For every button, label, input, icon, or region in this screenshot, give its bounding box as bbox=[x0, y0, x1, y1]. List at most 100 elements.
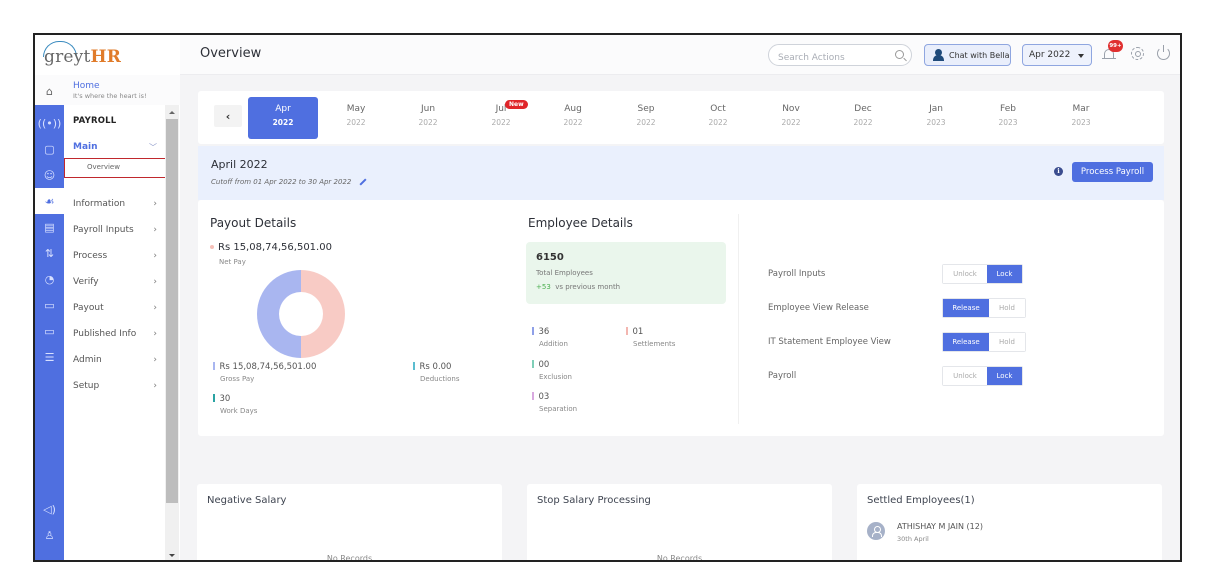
year-label: 2023 bbox=[1071, 118, 1091, 127]
lock-button[interactable]: Lock bbox=[987, 367, 1022, 385]
search-icon[interactable] bbox=[895, 50, 904, 59]
hand-money-icon[interactable]: ☙ bbox=[35, 188, 64, 214]
month-sep-2022[interactable]: Sep 2022 bbox=[611, 97, 681, 139]
work-days-label: Work Days bbox=[220, 407, 258, 415]
scroll-thumb[interactable] bbox=[166, 119, 178, 503]
sidebar-item-payroll-inputs[interactable]: Payroll Inputs › bbox=[73, 225, 157, 235]
lock-button[interactable]: Lock bbox=[987, 265, 1022, 283]
chevron-right-icon: › bbox=[153, 199, 157, 209]
clipboard-icon[interactable]: ▢ bbox=[44, 142, 55, 156]
year-label: 2022 bbox=[272, 118, 294, 127]
settled-employees-panel: Settled Employees(1) ATHISHAY M JAIN (12… bbox=[857, 484, 1162, 560]
home-icon[interactable]: ⌂ bbox=[46, 84, 53, 98]
month-oct-2022[interactable]: Oct 2022 bbox=[683, 97, 753, 139]
release-button[interactable]: Release bbox=[943, 333, 989, 351]
power-icon[interactable] bbox=[1157, 45, 1170, 60]
exclusion-stat: 00 Exclusion bbox=[532, 360, 572, 381]
month-jan-2023[interactable]: Jan 2023 bbox=[901, 97, 971, 139]
net-pay-value: Rs 15,08,74,56,501.00 bbox=[218, 242, 332, 253]
month-dec-2022[interactable]: Dec 2022 bbox=[828, 97, 898, 139]
sidebar-home-link[interactable]: Home It's where the heart is! bbox=[73, 81, 147, 100]
employee-name[interactable]: ATHISHAY M JAIN (12) bbox=[897, 522, 983, 531]
sidebar-scrollbar[interactable] bbox=[165, 105, 179, 560]
sidebar-item-overview[interactable]: Overview bbox=[64, 158, 166, 178]
info-icon[interactable]: i bbox=[1054, 167, 1063, 176]
chevron-right-icon: › bbox=[153, 329, 157, 339]
release-button[interactable]: Release bbox=[943, 299, 989, 317]
sidebar-item-process[interactable]: Process › bbox=[73, 251, 157, 261]
user-icon[interactable]: ♙ bbox=[44, 528, 55, 542]
process-payroll-button[interactable]: Process Payroll bbox=[1072, 162, 1153, 182]
month-aug-2022[interactable]: Aug 2022 bbox=[538, 97, 608, 139]
search-input[interactable] bbox=[778, 48, 888, 68]
employee-view-release-toggle[interactable]: Release Hold bbox=[942, 298, 1026, 318]
settlements-value: 01 bbox=[632, 327, 644, 337]
deductions-label: Deductions bbox=[420, 375, 460, 383]
empty-state: No Records bbox=[326, 554, 373, 562]
details-card: Payout Details Rs 15,08,74,56,501.00 Net… bbox=[198, 200, 1164, 436]
month-mar-2023[interactable]: Mar 2023 bbox=[1046, 97, 1116, 139]
sidebar-item-payout[interactable]: Payout › bbox=[73, 303, 157, 313]
sidebar-item-main[interactable]: Main ﹀ bbox=[73, 142, 157, 152]
month-label: Jun bbox=[420, 104, 436, 114]
month-apr-2022[interactable]: Apr 2022 bbox=[248, 97, 318, 139]
year-label: 2022 bbox=[346, 118, 366, 127]
month-jul-2022[interactable]: Jul 2022 New bbox=[466, 97, 536, 139]
toggle-row-it-statement: IT Statement Employee View Release Hold bbox=[768, 332, 1028, 352]
chat-with-bella-button[interactable]: Chat with Bella bbox=[924, 44, 1011, 66]
prev-month-button[interactable]: ‹ bbox=[214, 105, 242, 127]
sidebar-item-information[interactable]: Information › bbox=[73, 199, 157, 209]
payout-donut-chart bbox=[257, 270, 345, 358]
month-may-2022[interactable]: May 2022 bbox=[321, 97, 391, 139]
year-label: 2022 bbox=[853, 118, 873, 127]
monitor-icon[interactable]: ▭ bbox=[44, 324, 55, 338]
sidebar-item-published-info[interactable]: Published Info › bbox=[73, 329, 157, 339]
item-label: Process bbox=[73, 251, 108, 261]
section-title: PAYROLL bbox=[73, 116, 117, 126]
work-days-stat: 30 Work Days bbox=[213, 394, 257, 415]
year-label: 2022 bbox=[563, 118, 583, 127]
item-label: Verify bbox=[73, 277, 99, 287]
exclusion-label: Exclusion bbox=[539, 373, 572, 381]
payroll-inputs-toggle[interactable]: Unlock Lock bbox=[942, 264, 1023, 284]
search-box[interactable] bbox=[768, 44, 912, 68]
unlock-button[interactable]: Unlock bbox=[943, 367, 987, 385]
sidebar-item-verify[interactable]: Verify › bbox=[73, 277, 157, 287]
item-label: Payout bbox=[73, 303, 104, 313]
payroll-lock-toggle[interactable]: Unlock Lock bbox=[942, 366, 1023, 386]
period-select[interactable]: Apr 2022 bbox=[1022, 44, 1092, 66]
document-icon[interactable]: ☰ bbox=[44, 350, 55, 364]
wallet-icon[interactable]: ▭ bbox=[44, 298, 55, 312]
month-nov-2022[interactable]: Nov 2022 bbox=[756, 97, 826, 139]
total-employees-label: Total Employees bbox=[536, 269, 593, 277]
addition-stat: 36 Addition bbox=[532, 327, 568, 348]
payroll-broadcast-icon[interactable]: ((•)) bbox=[37, 116, 62, 130]
it-statement-view-toggle[interactable]: Release Hold bbox=[942, 332, 1026, 352]
scroll-up-arrow-icon[interactable] bbox=[169, 111, 175, 114]
month-label: May bbox=[346, 104, 366, 114]
sidebar-item-setup[interactable]: Setup › bbox=[73, 381, 157, 391]
empty-state: No Records bbox=[656, 554, 703, 562]
toggle-label: IT Statement Employee View bbox=[768, 337, 891, 347]
deductions-stat: Rs 0.00 Deductions bbox=[413, 362, 459, 383]
scroll-down-arrow-icon[interactable] bbox=[169, 554, 175, 557]
calendar-icon[interactable]: ▤ bbox=[44, 220, 55, 234]
negative-salary-panel: Negative Salary No Records bbox=[197, 484, 502, 562]
month-feb-2023[interactable]: Feb 2023 bbox=[973, 97, 1043, 139]
megaphone-icon[interactable]: ◁) bbox=[43, 502, 56, 516]
pie-chart-icon[interactable]: ◔ bbox=[44, 272, 55, 286]
hold-button[interactable]: Hold bbox=[989, 299, 1025, 317]
month-jun-2022[interactable]: Jun 2022 bbox=[393, 97, 463, 139]
gear-icon[interactable] bbox=[1131, 47, 1144, 60]
cutoff-banner: April 2022 Cutoff from 01 Apr 2022 to 30… bbox=[198, 146, 1164, 200]
sidebar-item-admin[interactable]: Admin › bbox=[73, 355, 157, 365]
item-label: Payroll Inputs bbox=[73, 225, 134, 235]
workflow-icon[interactable]: ⇅ bbox=[44, 246, 55, 260]
logo[interactable]: greytHR bbox=[35, 35, 180, 75]
unlock-button[interactable]: Unlock bbox=[943, 265, 987, 283]
hold-button[interactable]: Hold bbox=[989, 333, 1025, 351]
work-days-value: 30 bbox=[219, 394, 231, 404]
item-label: Admin bbox=[73, 355, 102, 365]
edit-pencil-icon[interactable] bbox=[359, 178, 367, 186]
people-icon[interactable]: ☺ bbox=[43, 168, 56, 182]
